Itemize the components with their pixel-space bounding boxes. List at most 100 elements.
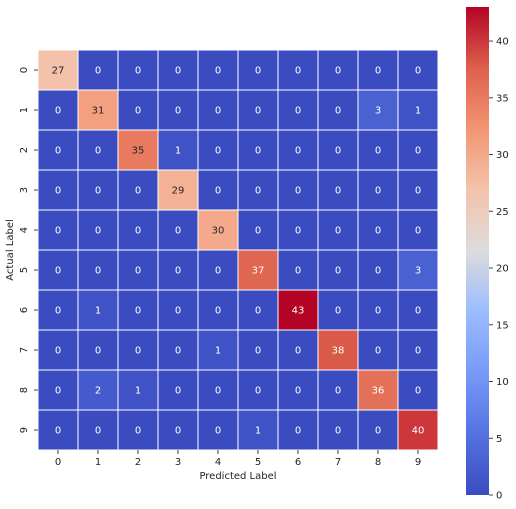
- cell-value-label: 0: [175, 266, 181, 277]
- cell-value-label: 0: [215, 266, 221, 277]
- heatmap-cell: [317, 49, 359, 91]
- cell-value-label: 29: [172, 186, 185, 197]
- heatmap-cell: [357, 129, 399, 171]
- cell-value-label: 0: [375, 146, 381, 157]
- heatmap-cell: [397, 369, 439, 411]
- heatmap-cell: [117, 249, 159, 291]
- cell-value-label: 0: [335, 66, 341, 77]
- heatmap-cell: [237, 329, 279, 371]
- heatmap-cell: [357, 409, 399, 451]
- cell-value-label: 0: [335, 186, 341, 197]
- heatmap-cell: [277, 169, 319, 211]
- cell-value-label: 0: [215, 386, 221, 397]
- heatmap-cell: [357, 369, 399, 411]
- heatmap-cell: [317, 409, 359, 451]
- heatmap-cell: [317, 329, 359, 371]
- cell-value-label: 0: [255, 146, 261, 157]
- cell-value-label: 0: [295, 346, 301, 357]
- x-tick-label: 7: [335, 457, 341, 468]
- heatmap-cell: [277, 209, 319, 251]
- cell-value-label: 0: [215, 186, 221, 197]
- heatmap-cell: [77, 49, 119, 91]
- x-tick-label: 4: [215, 457, 221, 468]
- cell-value-label: 1: [215, 346, 221, 357]
- heatmap-cell: [237, 289, 279, 331]
- x-tick-label: 6: [295, 457, 301, 468]
- heatmap-cell: [77, 329, 119, 371]
- heatmap-cell: [237, 89, 279, 131]
- heatmap-cell: [157, 249, 199, 291]
- cell-value-label: 0: [415, 66, 421, 77]
- y-tick-labels: 0 1 2 3 4 5 6 7 8 9: [19, 67, 38, 433]
- cell-value-label: 0: [135, 106, 141, 117]
- cell-value-label: 30: [212, 226, 225, 237]
- heatmap-cell: [317, 209, 359, 251]
- x-tick-label: 2: [135, 457, 141, 468]
- cell-value-label: 0: [215, 106, 221, 117]
- colorbar-tick-label: 20: [496, 264, 509, 275]
- heatmap-cell: [37, 129, 79, 171]
- heatmap-cell: [317, 89, 359, 131]
- cell-value-label: 0: [135, 346, 141, 357]
- cell-value-label: 0: [295, 146, 301, 157]
- heatmap-cell: [197, 369, 239, 411]
- cell-value-label: 0: [295, 226, 301, 237]
- cell-value-label: 0: [255, 106, 261, 117]
- y-tick-label: 8: [19, 387, 30, 393]
- cell-value-label: 1: [415, 106, 421, 117]
- heatmap-cell: [397, 169, 439, 211]
- cell-value-label: 0: [55, 386, 61, 397]
- colorbar-tick-labels: 0 5 10 15 20 25 30 35 40: [489, 37, 509, 502]
- colorbar-tick-label: 25: [496, 207, 509, 218]
- cell-value-label: 0: [375, 306, 381, 317]
- heatmap-cell: [37, 409, 79, 451]
- heatmap-cell: [77, 89, 119, 131]
- y-tick-label: 7: [19, 347, 30, 353]
- cell-value-label: 0: [55, 226, 61, 237]
- cell-value-label: 0: [295, 66, 301, 77]
- cell-value-label: 1: [255, 426, 261, 437]
- cell-value-label: 0: [135, 426, 141, 437]
- cell-value-label: 0: [215, 306, 221, 317]
- heatmap-cell: [157, 369, 199, 411]
- heatmap-cell: [117, 369, 159, 411]
- heatmap-cell: [237, 169, 279, 211]
- heatmap-cell: [397, 289, 439, 331]
- cell-value-label: 0: [335, 386, 341, 397]
- cell-value-label: 0: [175, 346, 181, 357]
- y-tick-label: 0: [19, 67, 30, 73]
- cell-value-label: 0: [215, 66, 221, 77]
- cell-value-label: 0: [415, 386, 421, 397]
- heatmap-cell: [237, 209, 279, 251]
- heatmap-cell: [317, 129, 359, 171]
- y-tick-label: 5: [19, 267, 30, 273]
- cell-value-label: 0: [55, 346, 61, 357]
- heatmap-cell: [157, 329, 199, 371]
- cell-value-label: 0: [255, 346, 261, 357]
- cell-value-label: 0: [375, 426, 381, 437]
- cell-value-label: 38: [332, 346, 345, 357]
- cell-value-label: 35: [132, 146, 145, 157]
- x-tick-label: 9: [415, 457, 421, 468]
- cell-value-label: 0: [55, 306, 61, 317]
- heatmap-cell: [357, 89, 399, 131]
- cell-value-label: 0: [135, 266, 141, 277]
- cell-value-label: 0: [255, 306, 261, 317]
- cell-value-label: 0: [335, 226, 341, 237]
- y-tick-label: 4: [19, 227, 30, 233]
- heatmap-cell: [237, 249, 279, 291]
- cell-value-label: 0: [95, 266, 101, 277]
- cell-value-label: 0: [335, 106, 341, 117]
- cell-value-label: 43: [292, 306, 305, 317]
- heatmap-cell: [317, 369, 359, 411]
- cell-value-label: 0: [95, 226, 101, 237]
- cell-value-label: 0: [95, 346, 101, 357]
- colorbar-tick-label: 15: [496, 320, 509, 331]
- cell-value-label: 0: [415, 346, 421, 357]
- cell-value-label: 0: [375, 226, 381, 237]
- cell-value-label: 0: [55, 106, 61, 117]
- cell-value-label: 0: [255, 226, 261, 237]
- cell-value-label: 0: [295, 426, 301, 437]
- cell-value-label: 0: [175, 426, 181, 437]
